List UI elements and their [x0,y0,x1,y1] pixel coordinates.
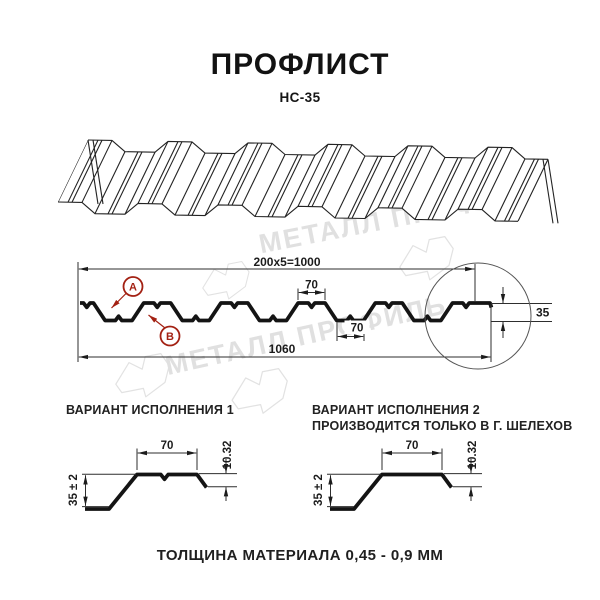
dim-label-top-width: 200x5=1000 [253,255,320,269]
variant1-drawing: 70 10.32 35 ± 2 [68,440,237,511]
brand-logo-watermark [399,236,454,281]
page-title: ПРОФЛИСТ [210,48,390,81]
variant2-heading-line1: ВАРИАНТ ИСПОЛНЕНИЯ 2 [312,403,480,417]
variant2-profile [330,472,454,511]
variant2-dim-width: 70 [406,440,419,452]
dim-label-rib-top: 70 [305,280,318,292]
variant2-dim-height: 35 ± 2 [313,474,325,506]
marker-a-badge: A [111,276,144,309]
dimension-lines [77,262,552,362]
thickness-note: ТОЛЩИНА МАТЕРИАЛА 0,45 - 0,9 ММ [156,547,444,564]
marker-b-badge: B [148,314,181,347]
variant2-drawing: 70 10.32 35 ± 2 [313,440,482,511]
dim-label-rib-bottom: 70 [351,323,364,335]
variant2-heading-line2: ПРОИЗВОДИТСЯ ТОЛЬКО В Г. ШЕЛЕХОВ [312,418,573,433]
cross-section-drawing: 200x5=1000 1060 70 70 35 A B [77,255,552,370]
variant1-dim-edge: 10.32 [222,441,234,470]
variant2-dim-edge: 10.32 [467,441,479,470]
profile-cross-section [80,301,494,323]
brand-logo-watermark [231,368,288,414]
label-backplate [344,320,370,334]
marker-a-label: A [129,282,137,294]
variant1-dim-width: 70 [161,440,174,452]
detail-zoom-circle [424,262,532,370]
dim-label-height: 35 [536,306,550,320]
marker-b-label: B [166,331,174,343]
variant1-dim-height: 35 ± 2 [68,474,80,506]
variant1-heading: ВАРИАНТ ИСПОЛНЕНИЯ 1 [66,403,234,417]
variant1-profile [85,472,209,511]
dim-label-overall-width: 1060 [269,342,296,356]
brand-logo-watermark [115,353,170,398]
profile-code: НС-35 [279,90,321,105]
variant2-heading: ВАРИАНТ ИСПОЛНЕНИЯ 2 ПРОИЗВОДИТСЯ ТОЛЬКО… [312,403,572,434]
brand-logo-watermark [202,261,250,300]
